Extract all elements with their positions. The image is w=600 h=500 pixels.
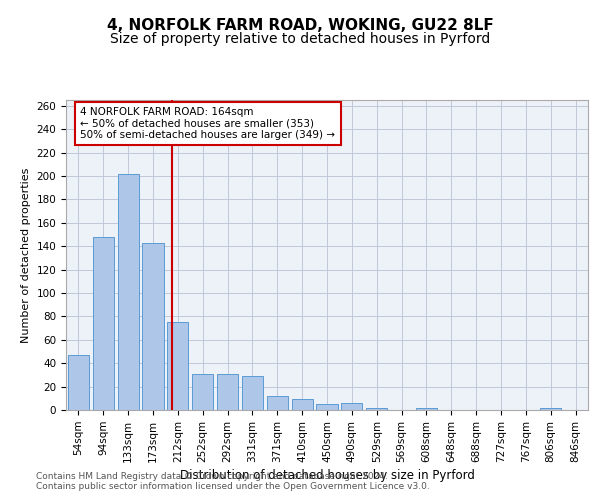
Text: Contains HM Land Registry data © Crown copyright and database right 2024.: Contains HM Land Registry data © Crown c… — [36, 472, 388, 481]
X-axis label: Distribution of detached houses by size in Pyrford: Distribution of detached houses by size … — [179, 469, 475, 482]
Bar — [242, 376, 263, 410]
Bar — [68, 355, 89, 410]
Text: Size of property relative to detached houses in Pyrford: Size of property relative to detached ho… — [110, 32, 490, 46]
Text: Contains public sector information licensed under the Open Government Licence v3: Contains public sector information licen… — [36, 482, 430, 491]
Text: 4 NORFOLK FARM ROAD: 164sqm
← 50% of detached houses are smaller (353)
50% of se: 4 NORFOLK FARM ROAD: 164sqm ← 50% of det… — [80, 107, 335, 140]
Bar — [192, 374, 213, 410]
Bar — [341, 403, 362, 410]
Bar — [167, 322, 188, 410]
Bar — [366, 408, 387, 410]
Bar — [217, 374, 238, 410]
Y-axis label: Number of detached properties: Number of detached properties — [21, 168, 31, 342]
Bar — [93, 237, 114, 410]
Bar — [142, 242, 164, 410]
Text: 4, NORFOLK FARM ROAD, WOKING, GU22 8LF: 4, NORFOLK FARM ROAD, WOKING, GU22 8LF — [107, 18, 493, 32]
Bar — [316, 404, 338, 410]
Bar — [292, 400, 313, 410]
Bar — [118, 174, 139, 410]
Bar — [267, 396, 288, 410]
Bar — [540, 408, 561, 410]
Bar — [416, 408, 437, 410]
